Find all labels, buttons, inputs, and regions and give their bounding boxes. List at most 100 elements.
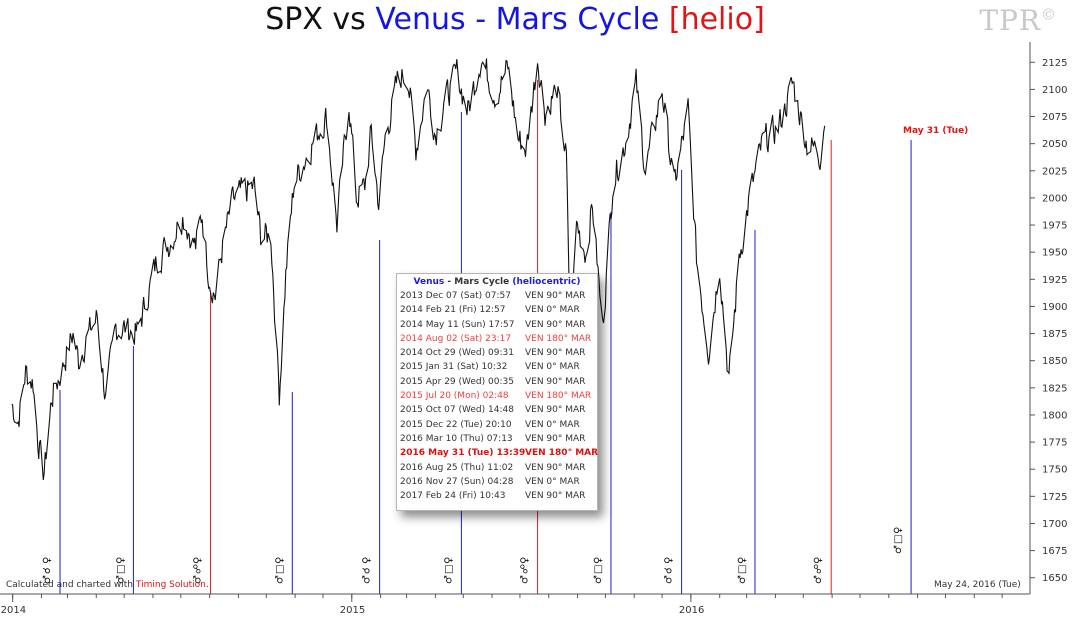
aspect-date: 2015 Apr 29 (Wed) 00:35: [400, 376, 514, 387]
aspect-date: 2015 Jan 31 (Sat) 10:32: [400, 362, 508, 373]
y-tick-label: 1850: [1042, 356, 1067, 367]
aspect-glyph: ☌: [664, 567, 675, 574]
credit-prefix: Calculated and charted with: [6, 580, 136, 590]
aspect-glyph: ♂: [737, 575, 748, 584]
aspect-value: VEN 90° MAR: [525, 376, 586, 387]
aspect-glyph: ♀: [520, 557, 531, 564]
aspect-date: 2014 Aug 02 (Sat) 23:17: [400, 333, 512, 344]
title-part-helio: [helio]: [659, 2, 765, 37]
title-part-venus: Venus: [375, 2, 466, 37]
aspect-glyph: ☍: [813, 564, 824, 574]
aspect-value: VEN 90° MAR: [525, 462, 586, 473]
aspect-table-title-venus: Venus: [413, 277, 445, 287]
aspect-value: VEN 0° MAR: [525, 419, 580, 430]
aspect-glyph: ♀: [274, 557, 285, 564]
aspect-table: Venus - Mars Cycle (heliocentric) 2013 D…: [396, 273, 598, 511]
aspect-glyph: ♂: [193, 575, 204, 584]
y-tick-label: 2125: [1042, 58, 1067, 69]
aspect-value: VEN 180° MAR: [525, 448, 599, 459]
aspect-glyph: □: [737, 565, 748, 574]
x-tick-label: 2015: [340, 605, 365, 616]
aspect-table-row: 2015 Oct 07 (Wed) 14:48 VEN 90° MAR: [397, 403, 597, 417]
y-tick-label: 1825: [1042, 383, 1067, 394]
aspect-value: VEN 90° MAR: [525, 405, 586, 416]
aspect-table-title-mid: - Mars Cycle: [444, 277, 513, 287]
aspect-value: VEN 90° MAR: [525, 348, 586, 359]
aspect-date: 2014 May 11 (Sun) 17:57: [400, 319, 515, 330]
y-tick-label: 1725: [1042, 492, 1067, 503]
aspect-glyph: □: [274, 565, 285, 574]
aspect-table-title: Venus - Mars Cycle (heliocentric): [397, 274, 597, 289]
aspect-date: 2016 Aug 25 (Thu) 11:02: [400, 462, 514, 473]
spx-price-line: [11, 58, 826, 480]
aspect-date: 2014 Oct 29 (Wed) 09:31: [400, 348, 514, 359]
aspect-date: 2016 May 31 (Tue) 13:39: [400, 448, 526, 459]
aspect-date: 2015 Jul 20 (Mon) 02:48: [400, 391, 509, 402]
y-tick-label: 1875: [1042, 329, 1067, 340]
y-tick-label: 1775: [1042, 438, 1067, 449]
marker-date-label: May 31 (Tue): [903, 126, 969, 136]
title-part-spx: SPX vs: [265, 2, 376, 37]
x-tick-label: 2016: [679, 605, 704, 616]
y-tick-label: 2050: [1042, 139, 1067, 150]
aspect-glyph: ♂: [893, 545, 904, 554]
aspect-date: 2014 Feb 21 (Fri) 12:57: [400, 305, 506, 316]
aspect-table-row: 2014 Feb 21 (Fri) 12:57 VEN 0° MAR: [397, 303, 597, 317]
aspect-glyph: ♀: [593, 557, 604, 564]
aspect-glyph: ☍: [193, 564, 204, 574]
aspect-value: VEN 0° MAR: [525, 476, 580, 487]
y-tick-label: 2000: [1042, 193, 1067, 204]
aspect-value: VEN 0° MAR: [525, 362, 580, 373]
aspect-glyph: ♂: [115, 575, 126, 584]
aspect-glyph: ♂: [813, 575, 824, 584]
chart-title: SPX vs Venus - Mars Cycle [helio]: [0, 2, 1030, 37]
aspect-date: 2017 Feb 24 (Fri) 10:43: [400, 491, 506, 502]
aspect-glyph: ♂: [520, 575, 531, 584]
y-tick-label: 1750: [1042, 465, 1067, 476]
y-tick-label: 1675: [1042, 546, 1067, 557]
credit-link[interactable]: Timing Solution: [135, 580, 206, 590]
aspect-date: 2016 Mar 10 (Thu) 07:13: [400, 433, 513, 444]
aspect-glyph: ☌: [42, 567, 53, 574]
y-tick-label: 1900: [1042, 302, 1067, 313]
title-part-dash: -: [465, 2, 496, 37]
aspect-table-rows: 2013 Dec 07 (Sat) 07:57 VEN 90° MAR 2014 F…: [397, 289, 599, 503]
aspect-table-row: 2016 May 31 (Tue) 13:39 VEN 180° MAR: [397, 446, 599, 460]
aspect-glyph: ♀: [42, 557, 53, 564]
aspect-glyph: ♀: [737, 557, 748, 564]
aspect-glyph: ♂: [593, 575, 604, 584]
copyright-mark: ©: [1041, 5, 1057, 24]
y-tick-label: 2025: [1042, 166, 1067, 177]
aspect-glyph: ♂: [42, 575, 53, 584]
aspect-glyph: ♂: [362, 575, 373, 584]
aspect-table-row: 2014 Aug 02 (Sat) 23:17 VEN 180° MAR: [397, 332, 597, 346]
brand-text: TPR: [979, 4, 1041, 37]
credit-suffix: .: [205, 580, 209, 590]
aspect-glyph: ♂: [664, 575, 675, 584]
y-tick-label: 1975: [1042, 221, 1067, 232]
title-part-mars: Mars Cycle: [495, 2, 660, 37]
aspect-table-row: 2015 Dec 22 (Tue) 20:10 VEN 0° MAR: [397, 418, 597, 432]
aspect-table-row: 2015 Jul 20 (Mon) 02:48 VEN 180° MAR: [397, 389, 597, 403]
aspect-value: VEN 90° MAR: [525, 433, 586, 444]
aspect-value: VEN 90° MAR: [525, 319, 586, 330]
aspect-value: VEN 180° MAR: [525, 333, 592, 344]
aspect-glyph: ☌: [362, 567, 373, 574]
aspect-glyph: ♀: [443, 557, 454, 564]
aspect-glyph: ♀: [813, 557, 824, 564]
aspect-table-row: 2014 May 11 (Sun) 17:57 VEN 90° MAR: [397, 318, 597, 332]
y-tick-label: 1950: [1042, 248, 1067, 259]
aspect-date: 2013 Dec 07 (Sat) 07:57: [400, 291, 511, 301]
y-tick-label: 1800: [1042, 410, 1067, 421]
current-date-label: May 24, 2016 (Tue): [934, 580, 1021, 590]
aspect-glyph: ♀: [664, 557, 675, 564]
aspect-table-row: 2016 Nov 27 (Sun) 04:28 VEN 0° MAR: [397, 475, 597, 489]
aspect-value: VEN 90° MAR: [525, 491, 586, 502]
aspect-table-row: 2016 Aug 25 (Thu) 11:02 VEN 90° MAR: [397, 461, 597, 475]
aspect-table-row: 2014 Oct 29 (Wed) 09:31 VEN 90° MAR: [397, 346, 597, 360]
credit-text: Calculated and charted with Timing Solut…: [6, 580, 209, 590]
aspect-glyph: ♀: [115, 557, 126, 564]
aspect-table-row: 2015 Jan 31 (Sat) 10:32 VEN 0° MAR: [397, 360, 597, 374]
y-tick-label: 1700: [1042, 519, 1067, 530]
